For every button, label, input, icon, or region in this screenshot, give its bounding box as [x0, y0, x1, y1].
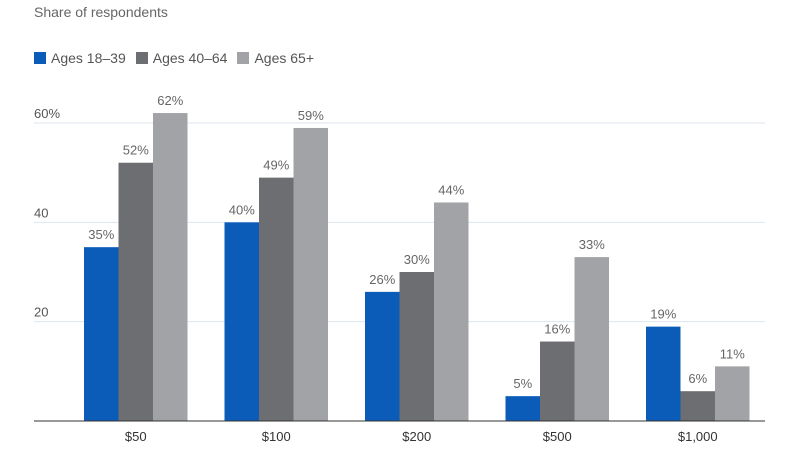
legend-item-ages-40-64: Ages 40–64: [135, 50, 228, 66]
data-label: 30%: [404, 252, 430, 267]
bar: [153, 113, 188, 422]
bar: [715, 366, 750, 421]
y-tick-label: 60%: [34, 106, 60, 121]
legend-label: Ages 40–64: [152, 50, 228, 66]
bar: [680, 391, 715, 421]
legend-swatch: [135, 52, 148, 64]
legend-swatch: [34, 52, 46, 64]
bar: [505, 396, 540, 421]
bar: [434, 202, 469, 421]
legend: Ages 18–39 Ages 40–64 Ages 65+: [34, 50, 324, 66]
data-label: 5%: [513, 376, 532, 391]
bar: [574, 257, 609, 421]
x-tick-label: $50: [125, 429, 147, 444]
y-tick-label: 40: [34, 205, 48, 220]
bar: [118, 162, 153, 421]
x-tick-label: $200: [402, 429, 431, 444]
legend-label: Ages 65+: [254, 50, 315, 66]
legend-swatch: [237, 52, 250, 64]
data-label: 62%: [157, 93, 183, 108]
data-label: 59%: [298, 108, 324, 123]
data-label: 11%: [720, 346, 745, 361]
bar: [293, 127, 328, 421]
bar: [259, 177, 294, 421]
data-label: 19%: [650, 307, 676, 322]
data-label: 16%: [544, 322, 570, 337]
data-label: 40%: [229, 202, 255, 217]
data-label: 44%: [438, 182, 464, 197]
data-label: 33%: [579, 237, 605, 252]
data-label: 26%: [369, 272, 395, 287]
y-tick-label: 20: [34, 305, 48, 320]
bar: [84, 247, 119, 421]
legend-item-ages-65-plus: Ages 65+: [237, 50, 314, 66]
x-tick-label: $100: [262, 429, 291, 444]
x-tick-label: $1,000: [678, 429, 718, 444]
bar: [399, 272, 434, 421]
bar: [365, 291, 400, 421]
bar: [646, 326, 681, 421]
x-tick-label: $500: [543, 429, 572, 444]
y-axis-title: Share of respondents: [34, 4, 168, 20]
data-label: 52%: [123, 143, 149, 158]
data-label: 49%: [263, 158, 289, 173]
bar: [540, 341, 575, 421]
bar: [224, 222, 259, 421]
data-label: 6%: [688, 371, 707, 386]
legend-label: Ages 18–39: [51, 50, 126, 66]
legend-item-ages-18-39: Ages 18–39: [34, 50, 126, 66]
data-label: 35%: [88, 227, 114, 242]
